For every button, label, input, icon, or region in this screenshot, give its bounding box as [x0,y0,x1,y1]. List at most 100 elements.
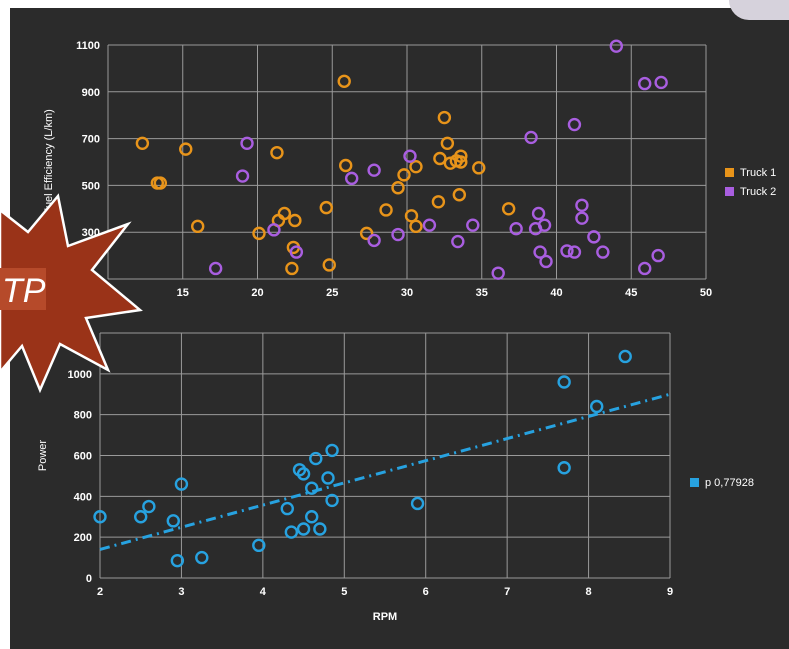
data-point [284,525,299,539]
data-point [422,218,437,232]
x-tick-label: 7 [504,586,510,598]
data-point [267,223,281,237]
data-point [651,248,665,263]
data-point [575,198,589,212]
power-rpm-chart: 23456789120010008006004002000PowerRPMp 0… [37,328,754,623]
data-point [339,158,353,173]
data-point [531,206,546,221]
data-point [170,553,185,568]
starburst-shape [0,193,143,394]
data-point [472,161,486,175]
x-tick-label: 5 [341,586,347,598]
x-tick-label: 2 [97,586,103,598]
x-tick-label: 40 [550,287,562,299]
data-point [638,76,652,91]
data-point [166,514,180,528]
data-point [431,195,446,209]
data-point [93,510,107,524]
data-point [452,188,467,202]
fuel-efficiency-chart: 1015202530354045501100900700500300100Fue… [43,39,776,299]
data-point [313,522,327,536]
tp-starburst-badge: TP [0,193,143,394]
data-point [509,221,523,236]
data-point [174,477,189,491]
y-tick-label: 600 [74,451,92,463]
data-point [379,203,393,217]
data-point [344,171,359,186]
data-point [501,202,516,216]
x-tick-label: 50 [700,287,712,299]
data-point [359,226,374,241]
data-point [560,244,574,258]
data-point [404,209,419,223]
data-point [337,74,351,88]
data-point [135,136,150,150]
data-point [654,75,668,90]
x-tick-label: 8 [586,586,592,598]
data-point [437,110,452,125]
data-point [367,233,381,248]
y-tick-label: 0 [86,573,92,585]
x-tick-label: 4 [260,586,267,598]
data-point [325,443,339,458]
legend-swatch [725,187,734,196]
x-tick-label: 3 [178,586,184,598]
y-tick-label: 800 [74,410,92,422]
data-point [252,538,266,553]
data-point [537,218,552,232]
data-point [391,181,405,195]
data-point [325,493,339,508]
x-tick-label: 9 [667,586,673,598]
data-point [322,258,336,272]
x-tick-label: 30 [401,287,413,299]
corner-decoration [729,0,789,20]
data-point [240,136,254,150]
legend-swatch [690,478,699,487]
data-point [134,510,148,524]
data-point [466,218,480,232]
y-tick-label: 400 [74,491,92,503]
y-tick-label: 1100 [76,40,100,52]
x-tick-label: 45 [625,287,637,299]
legend-label: Truck 2 [740,186,776,198]
data-point [409,219,423,234]
data-point [391,227,405,242]
y-axis-label: Fuel Efficiency (L/km) [43,109,55,215]
y-axis-label: Power [37,440,49,472]
data-point [305,481,319,495]
data-point [596,245,610,259]
badge-text: TP [2,272,46,310]
dark-panel [10,8,789,649]
y-tick-label: 1000 [68,369,92,381]
data-point [557,375,571,389]
y-tick-label: 900 [82,87,100,99]
data-point [285,261,299,276]
y-tick-label: 700 [82,134,100,146]
data-point [557,461,571,475]
data-point [309,451,323,466]
legend-label: p 0,77928 [705,477,754,489]
data-point [454,155,468,169]
data-point [296,522,311,536]
data-point [403,149,417,163]
data-point [305,510,319,524]
data-point [440,136,455,150]
x-tick-label: 6 [423,586,429,598]
badge-label-box [0,268,46,310]
data-point [397,168,411,182]
data-point [491,266,505,280]
data-point [567,245,582,259]
data-point [208,261,223,276]
x-tick-label: 25 [326,287,338,299]
y-tick-label: 200 [74,532,92,544]
data-point [235,169,250,183]
data-point [296,467,311,481]
data-point [190,219,205,234]
data-point [587,230,601,244]
legend-label: Truck 1 [740,167,776,179]
data-point [277,206,292,221]
x-axis-label: RPM [373,611,397,623]
data-point [195,550,209,565]
